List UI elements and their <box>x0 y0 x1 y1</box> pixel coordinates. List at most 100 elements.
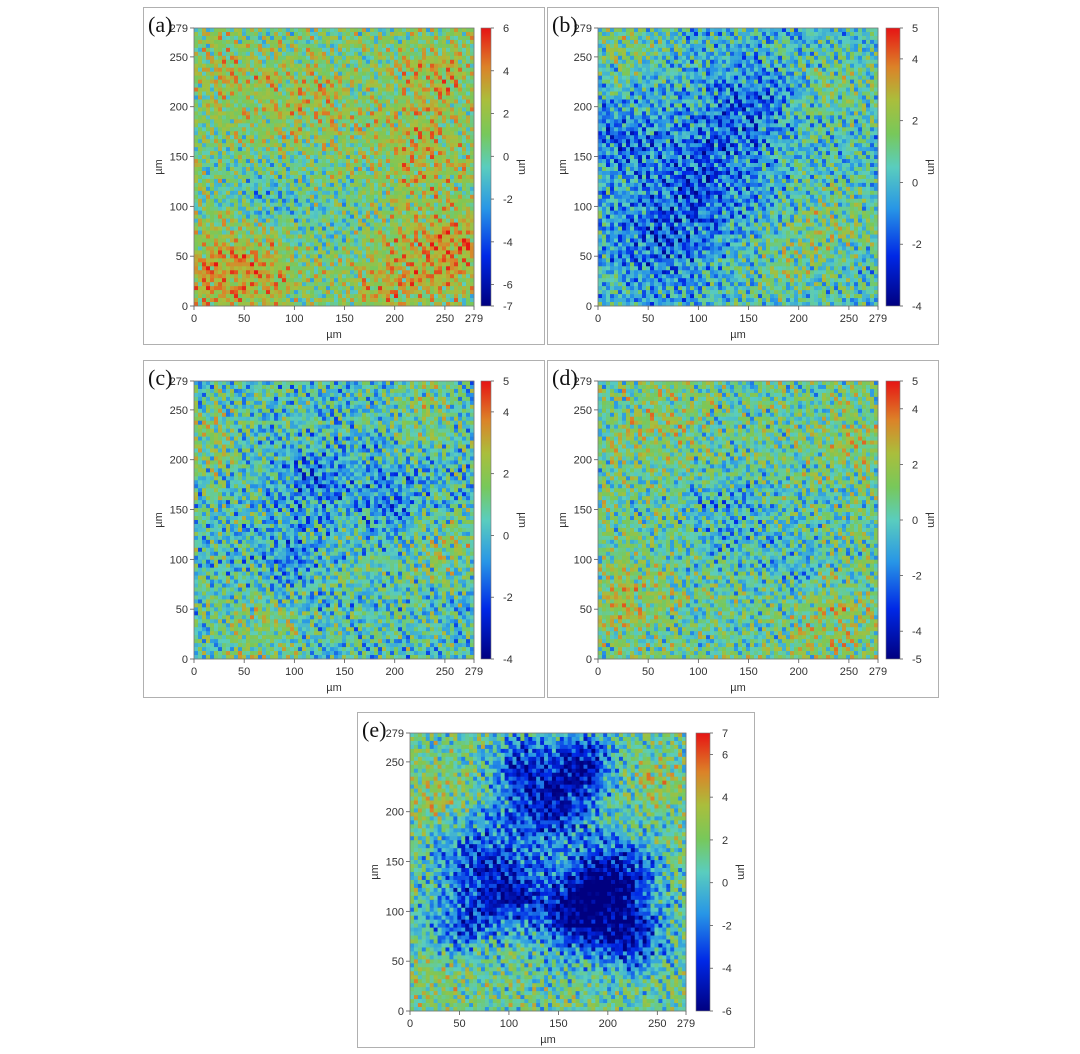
height-cell <box>426 151 431 156</box>
height-cell <box>362 282 367 287</box>
height-cell <box>354 91 359 96</box>
height-cell <box>414 123 419 128</box>
height-cell <box>458 194 463 200</box>
height-cell <box>370 278 375 283</box>
height-cell <box>198 111 203 116</box>
height-cell <box>382 127 387 132</box>
height-cell <box>402 35 407 41</box>
height-cell <box>470 178 475 184</box>
height-cell <box>430 202 435 208</box>
height-cell <box>210 127 215 132</box>
height-cell <box>354 155 359 160</box>
height-cell <box>362 278 367 283</box>
height-cell <box>418 119 423 124</box>
height-cell <box>358 218 363 223</box>
height-cell <box>350 234 355 239</box>
height-cell <box>322 123 327 128</box>
height-cell <box>446 151 451 156</box>
height-cell <box>386 222 391 227</box>
height-cell <box>462 31 467 37</box>
height-cell <box>354 250 359 255</box>
height-cell <box>346 186 351 192</box>
height-cell <box>266 258 271 263</box>
height-cell <box>218 278 223 283</box>
height-cell <box>258 294 263 299</box>
height-cell <box>346 155 351 160</box>
height-cell <box>242 63 247 69</box>
height-cell <box>374 83 379 88</box>
height-cell <box>298 63 303 69</box>
height-cell <box>398 270 403 275</box>
height-cell <box>406 222 411 227</box>
height-cell <box>290 234 295 239</box>
y-tick-label: 100 <box>170 201 188 213</box>
height-cell <box>286 95 291 100</box>
height-cell <box>462 254 467 259</box>
height-cell <box>442 139 447 144</box>
height-cell <box>442 182 447 188</box>
height-cell <box>462 143 467 148</box>
height-cell <box>298 290 303 295</box>
height-cell <box>406 67 411 73</box>
height-cell <box>226 35 231 41</box>
height-cell <box>438 83 443 88</box>
height-cell <box>234 91 239 96</box>
height-cell <box>286 151 291 156</box>
height-cell <box>234 170 239 176</box>
height-cell <box>454 51 459 57</box>
height-cell <box>226 258 231 263</box>
height-cell <box>246 270 251 275</box>
height-cell <box>342 234 347 239</box>
height-cell <box>230 28 235 33</box>
height-cell <box>338 151 343 156</box>
height-cell <box>266 163 271 168</box>
height-cell <box>362 159 367 164</box>
height-cell <box>386 143 391 148</box>
height-cell <box>362 43 367 49</box>
height-cell <box>386 254 391 259</box>
height-cell <box>394 39 399 45</box>
height-cell <box>354 242 359 247</box>
height-cell <box>250 182 255 188</box>
height-cell <box>330 278 335 283</box>
height-cell <box>394 278 399 283</box>
height-cell <box>242 190 247 196</box>
height-cell <box>426 71 431 77</box>
height-cell <box>410 226 415 231</box>
height-cell <box>442 79 447 84</box>
height-cell <box>350 59 355 65</box>
height-cell <box>366 107 371 112</box>
height-cell <box>398 246 403 251</box>
height-cell <box>266 71 271 77</box>
height-cell <box>310 202 315 208</box>
height-cell <box>430 115 435 120</box>
height-cell <box>318 91 323 96</box>
height-cell <box>426 167 431 172</box>
height-cell <box>406 39 411 45</box>
height-cell <box>254 107 259 112</box>
height-cell <box>362 234 367 239</box>
height-cell <box>402 262 407 267</box>
height-cell <box>306 206 311 212</box>
height-cell <box>438 28 443 33</box>
height-cell <box>298 286 303 291</box>
height-cell <box>286 119 291 124</box>
height-cell <box>298 226 303 231</box>
height-cell <box>346 107 351 112</box>
height-cell <box>438 282 443 287</box>
height-cell <box>358 242 363 247</box>
height-cell <box>358 83 363 88</box>
height-cell <box>274 47 279 53</box>
height-cell <box>346 266 351 271</box>
height-cell <box>254 302 259 307</box>
height-cell <box>378 131 383 136</box>
height-cell <box>366 63 371 69</box>
height-cell <box>274 127 279 132</box>
height-cell <box>358 266 363 271</box>
height-cell <box>366 91 371 96</box>
height-cell <box>278 35 283 41</box>
height-cell <box>210 206 215 212</box>
height-cell <box>222 214 227 219</box>
height-cell <box>222 167 227 172</box>
height-cell <box>350 67 355 73</box>
